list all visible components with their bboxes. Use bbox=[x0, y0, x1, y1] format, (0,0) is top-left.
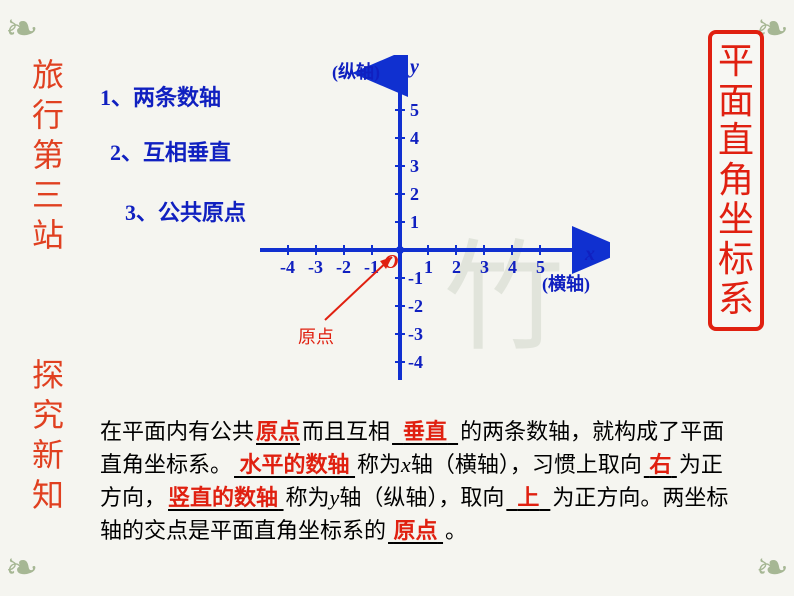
p-t2: 而且互相 bbox=[302, 419, 390, 444]
p-t7: 称为 bbox=[286, 485, 330, 510]
p-f3: 水平的数轴 bbox=[240, 452, 350, 477]
x-var-label: x bbox=[584, 243, 595, 265]
axes-svg: y (纵轴) x (横轴) O -4 -3 -2 -1 1 2 3 4 bbox=[250, 55, 610, 385]
corner-leaf-br: ❧ bbox=[755, 544, 789, 591]
p-xv: x bbox=[401, 452, 411, 477]
svg-text:-2: -2 bbox=[408, 296, 423, 316]
x-axis-label: (横轴) bbox=[542, 273, 590, 295]
p-t4: 称为 bbox=[357, 452, 401, 477]
y-var-label: y bbox=[408, 56, 419, 78]
svg-text:3: 3 bbox=[410, 156, 419, 176]
svg-text:-4: -4 bbox=[280, 257, 295, 277]
list-item-1: 1、两条数轴 bbox=[100, 80, 221, 112]
svg-text:4: 4 bbox=[410, 128, 419, 148]
svg-text:-1: -1 bbox=[364, 257, 379, 277]
p-f1: 原点 bbox=[256, 419, 300, 444]
p-f5: 竖直的数轴 bbox=[168, 485, 278, 510]
left-title-1: 旅行第三站 bbox=[30, 55, 66, 255]
p-t8: 轴（纵轴），取向 bbox=[339, 485, 504, 510]
svg-text:-3: -3 bbox=[408, 324, 423, 344]
right-box-title: 平面直角坐标系 bbox=[708, 30, 764, 331]
svg-text:1: 1 bbox=[410, 212, 419, 232]
corner-leaf-bl: ❧ bbox=[5, 544, 39, 591]
svg-text:5: 5 bbox=[536, 257, 545, 277]
list-item-2: 2、互相垂直 bbox=[110, 135, 231, 167]
coordinate-system: y (纵轴) x (横轴) O -4 -3 -2 -1 1 2 3 4 bbox=[250, 55, 610, 375]
svg-text:3: 3 bbox=[480, 257, 489, 277]
svg-text:-4: -4 bbox=[408, 352, 423, 372]
origin-text: 原点 bbox=[298, 327, 334, 347]
svg-text:2: 2 bbox=[452, 257, 461, 277]
left-title-2: 探究新知 bbox=[30, 355, 66, 515]
p-f6: 上 bbox=[517, 485, 539, 510]
p-f2: 垂直 bbox=[403, 419, 447, 444]
p-f4: 右 bbox=[649, 452, 671, 477]
svg-text:4: 4 bbox=[508, 257, 517, 277]
corner-leaf-tl: ❧ bbox=[5, 5, 39, 52]
p-t1: 在平面内有公共 bbox=[100, 419, 254, 444]
svg-text:1: 1 bbox=[424, 257, 433, 277]
svg-text:2: 2 bbox=[410, 184, 419, 204]
y-axis-label: (纵轴) bbox=[332, 61, 380, 83]
list-item-3: 3、公共原点 bbox=[125, 195, 246, 227]
svg-text:-2: -2 bbox=[336, 257, 351, 277]
p-yv: y bbox=[330, 485, 340, 510]
svg-text:-1: -1 bbox=[408, 268, 423, 288]
p-t5: 轴（横轴），习惯上取向 bbox=[411, 452, 642, 477]
paragraph: 在平面内有公共原点而且互相 垂直 的两条数轴，就构成了平面直角坐标系。 水平的数… bbox=[100, 415, 734, 547]
svg-text:5: 5 bbox=[410, 100, 419, 120]
svg-text:-3: -3 bbox=[308, 257, 323, 277]
p-f7: 原点 bbox=[394, 518, 438, 543]
p-t10: 。 bbox=[445, 518, 467, 543]
